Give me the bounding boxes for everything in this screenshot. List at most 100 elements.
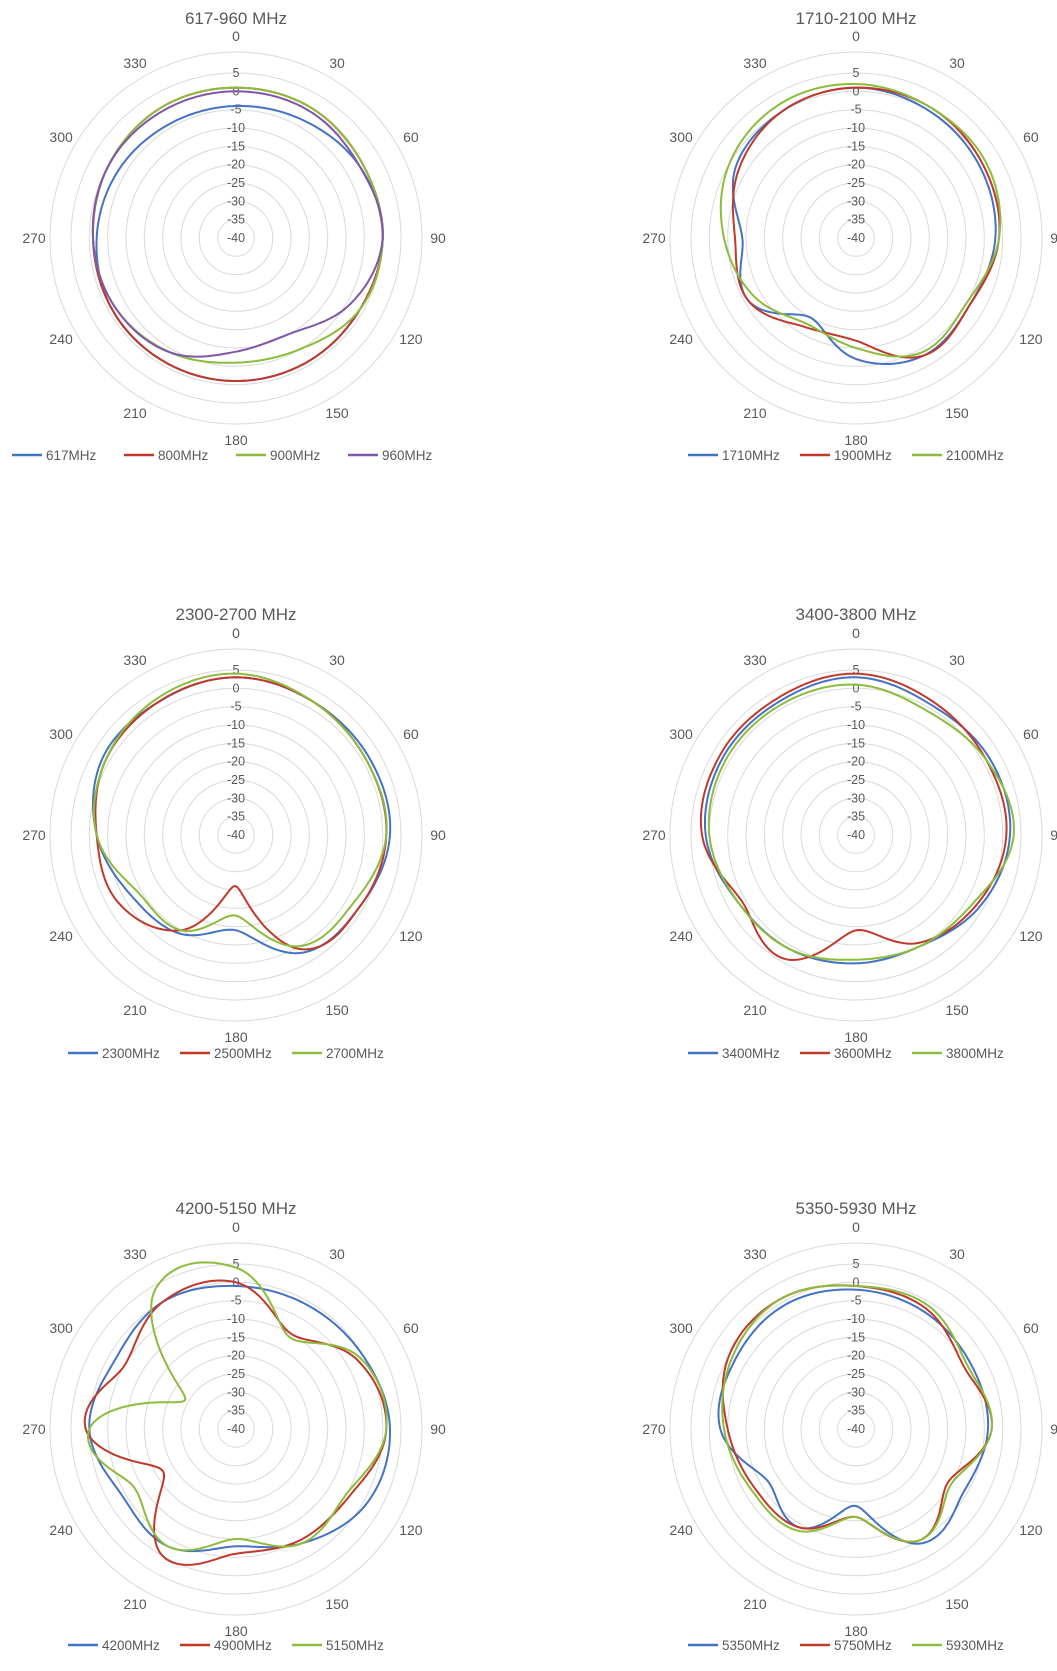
radial-tick-label: -5 bbox=[230, 103, 241, 117]
radial-tick-label: -5 bbox=[850, 103, 861, 117]
angle-tick-label: 150 bbox=[945, 1596, 969, 1612]
radial-tick-label: 0 bbox=[853, 84, 860, 98]
radial-tick-label: 5 bbox=[853, 663, 860, 677]
angle-tick-label: 60 bbox=[403, 726, 419, 742]
angle-tick-label: 180 bbox=[224, 1623, 248, 1639]
grid-ring bbox=[818, 1391, 894, 1467]
series-curve-1900MHz bbox=[731, 86, 1001, 359]
angle-tick-label: 270 bbox=[642, 230, 666, 246]
angle-tick-label: 300 bbox=[49, 726, 73, 742]
radial-tick-label: -35 bbox=[227, 213, 245, 227]
series-curve-2300MHz bbox=[92, 676, 392, 955]
radial-tick-label: -25 bbox=[847, 1367, 865, 1381]
grid-ring bbox=[217, 816, 255, 854]
angle-tick-label: 0 bbox=[852, 28, 860, 44]
radial-tick-label: 0 bbox=[853, 1275, 860, 1289]
angle-tick-label: 180 bbox=[224, 1029, 248, 1045]
angle-tick-label: 270 bbox=[22, 827, 46, 843]
grid-ring-outer bbox=[49, 1242, 423, 1616]
grid-ring bbox=[162, 164, 310, 312]
legend-label: 617MHz bbox=[46, 448, 97, 463]
radial-tick-label: -25 bbox=[227, 1367, 245, 1381]
angle-tick-label: 120 bbox=[399, 928, 423, 944]
radial-tick-label: -20 bbox=[227, 158, 245, 172]
angle-tick-label: 30 bbox=[329, 55, 345, 71]
grid-ring bbox=[88, 687, 384, 983]
angle-tick-label: 240 bbox=[49, 331, 73, 347]
angle-tick-label: 210 bbox=[743, 1002, 767, 1018]
radial-tick-label: -40 bbox=[847, 231, 865, 245]
legend-label: 2500MHz bbox=[214, 1046, 272, 1061]
radial-tick-label: 5 bbox=[233, 66, 240, 80]
grid-ring bbox=[198, 200, 274, 276]
angle-tick-label: 240 bbox=[49, 928, 73, 944]
radial-tick-label: -10 bbox=[227, 1312, 245, 1326]
series-curve-3800MHz bbox=[707, 683, 1015, 961]
grid-ring bbox=[690, 1263, 1022, 1595]
radial-tick-label: -10 bbox=[847, 1312, 865, 1326]
grid-ring-outer bbox=[669, 1242, 1043, 1616]
grid-ring bbox=[107, 1300, 365, 1558]
radial-tick-label: -40 bbox=[847, 1422, 865, 1436]
grid-ring bbox=[180, 1373, 292, 1485]
grid-ring bbox=[708, 90, 1004, 386]
radial-tick-label: 5 bbox=[853, 1257, 860, 1271]
grid-ring bbox=[143, 1336, 329, 1522]
grid-ring-outer bbox=[49, 648, 423, 1022]
angle-tick-label: 330 bbox=[743, 1246, 767, 1262]
radial-tick-label: -20 bbox=[847, 158, 865, 172]
series-curve-5150MHz bbox=[86, 1261, 388, 1552]
angle-tick-label: 60 bbox=[1023, 1320, 1039, 1336]
radial-tick-label: -10 bbox=[847, 121, 865, 135]
series-curve-1710MHz bbox=[731, 86, 997, 365]
grid-ring bbox=[818, 200, 894, 276]
angle-tick-label: 210 bbox=[123, 1002, 147, 1018]
polar-chart-2: 1710-2100 MHz030609012015018021024027030… bbox=[642, 9, 1057, 463]
grid-ring bbox=[690, 72, 1022, 404]
legend-label: 5750MHz bbox=[834, 1638, 892, 1653]
legend-label: 2100MHz bbox=[946, 448, 1004, 463]
radial-tick-label: -15 bbox=[847, 139, 865, 153]
radial-tick-label: -5 bbox=[230, 700, 241, 714]
angle-tick-label: 330 bbox=[123, 652, 147, 668]
legend-label: 2300MHz bbox=[102, 1046, 160, 1061]
radial-tick-label: -5 bbox=[850, 700, 861, 714]
grid-ring bbox=[763, 742, 949, 928]
angle-tick-label: 240 bbox=[49, 1522, 73, 1538]
grid-ring bbox=[800, 182, 912, 294]
radial-tick-label: -15 bbox=[227, 736, 245, 750]
radial-tick-label: -25 bbox=[227, 773, 245, 787]
angle-tick-label: 330 bbox=[123, 55, 147, 71]
angle-tick-label: 150 bbox=[325, 1002, 349, 1018]
grid-ring bbox=[107, 109, 365, 367]
angle-tick-label: 90 bbox=[1050, 827, 1057, 843]
grid-ring bbox=[70, 669, 402, 1001]
angle-tick-label: 150 bbox=[945, 405, 969, 421]
series-curve-5350MHz bbox=[717, 1288, 990, 1545]
radial-tick-label: -10 bbox=[227, 121, 245, 135]
radial-tick-label: -15 bbox=[847, 1330, 865, 1344]
grid-ring bbox=[162, 761, 310, 909]
radial-tick-label: -30 bbox=[847, 791, 865, 805]
angle-tick-label: 30 bbox=[949, 652, 965, 668]
angle-tick-label: 270 bbox=[22, 1421, 46, 1437]
radial-tick-label: -30 bbox=[847, 1385, 865, 1399]
angle-tick-label: 0 bbox=[852, 625, 860, 641]
angle-tick-label: 120 bbox=[1019, 928, 1043, 944]
angle-tick-label: 90 bbox=[430, 827, 446, 843]
legend-label: 1710MHz bbox=[722, 448, 780, 463]
radial-tick-label: -35 bbox=[227, 810, 245, 824]
legend-label: 3400MHz bbox=[722, 1046, 780, 1061]
radial-tick-label: -40 bbox=[227, 828, 245, 842]
grid-ring bbox=[125, 127, 347, 349]
grid-ring bbox=[217, 1410, 255, 1448]
angle-tick-label: 0 bbox=[852, 1219, 860, 1235]
angle-tick-label: 270 bbox=[22, 230, 46, 246]
legend-label: 1900MHz bbox=[834, 448, 892, 463]
angle-tick-label: 150 bbox=[325, 405, 349, 421]
legend-label: 3600MHz bbox=[834, 1046, 892, 1061]
angle-tick-label: 0 bbox=[232, 28, 240, 44]
angle-tick-label: 30 bbox=[329, 1246, 345, 1262]
angle-tick-label: 30 bbox=[949, 1246, 965, 1262]
